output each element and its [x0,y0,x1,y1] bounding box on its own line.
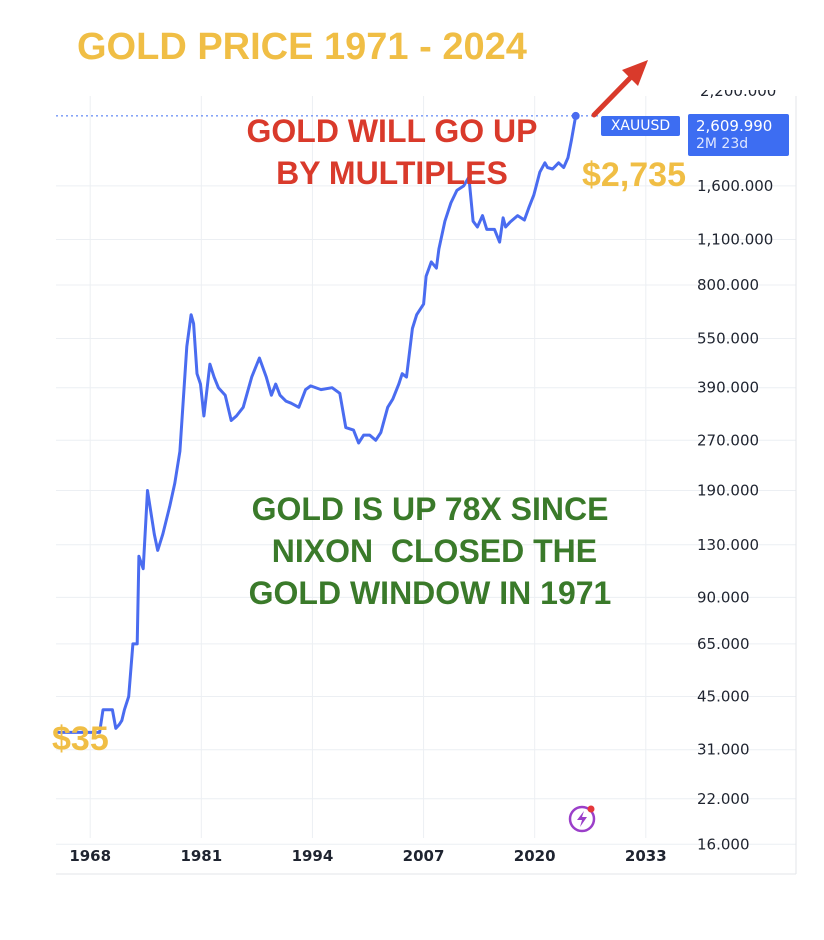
clipped-top-tick: 2,200.000 [700,90,777,100]
y-tick-label: 22.000 [697,790,750,808]
y-tick-label: 45.000 [697,687,750,705]
symbol-badge: XAUUSD [601,116,680,136]
y-tick-label: 65.000 [697,635,750,653]
last-price-box: 2,609.990 2M 23d [688,114,789,156]
price-label-low: $35 [52,720,109,758]
y-tick-label: 130.000 [697,536,759,554]
y-axis-ticks: 16.000 22.000 31.000 45.000 65.000 90.000 130.… [697,177,773,853]
y-tick-label: 270.000 [697,431,759,449]
price-label-high: $2,735 [582,156,686,194]
x-tick-label: 1981 [180,847,222,865]
last-price-dot [571,111,580,120]
lightning-bolt-icon[interactable] [567,803,597,833]
x-tick-label: 2033 [625,847,667,865]
arrow-up-right-icon [591,60,648,118]
y-tick-label: 1,600.000 [697,177,773,195]
y-tick-label: 390.000 [697,379,759,397]
y-tick-label: 90.000 [697,588,750,606]
x-tick-label: 2020 [514,847,556,865]
x-axis-ticks: 1968 1981 1994 2007 2020 2033 [69,847,666,865]
chart-title: GOLD PRICE 1971 - 2024 [77,26,527,68]
y-tick-label: 190.000 [697,482,759,500]
time-remaining: 2M 23d [696,136,749,152]
y-tick-label: 800.000 [697,276,759,294]
y-tick-label: 16.000 [697,835,750,853]
x-tick-label: 2007 [403,847,445,865]
x-tick-label: 1994 [292,847,334,865]
y-tick-label: 31.000 [697,741,750,759]
y-tick-label: 1,100.000 [697,230,773,248]
y-tick-label: 550.000 [697,330,759,348]
chart-grid [56,96,796,845]
annotation-up-multiples: GOLD WILL GO UP BY MULTIPLES [246,113,538,191]
annotation-up-78x: GOLD IS UP 78X SINCE NIXON CLOSED THE GO… [248,491,612,611]
gold-price-line [57,114,578,734]
last-price-value: 2,609.990 [696,117,773,135]
x-tick-label: 1968 [69,847,111,865]
